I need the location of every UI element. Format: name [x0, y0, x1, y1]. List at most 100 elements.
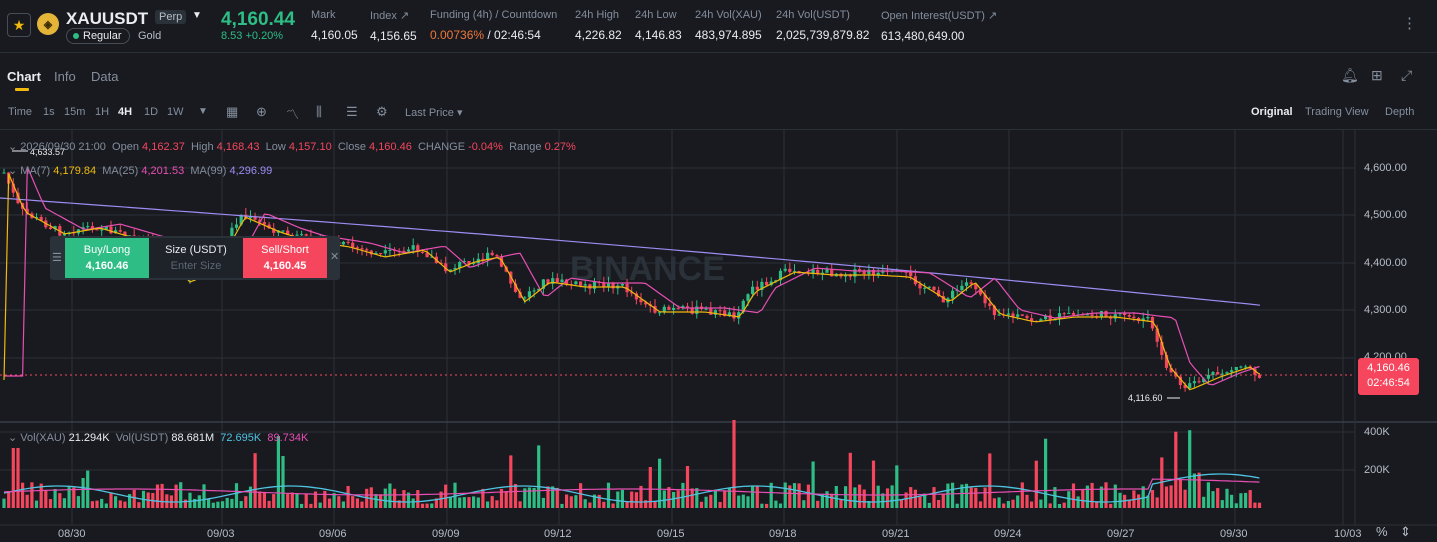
- collapse-chevron-icon[interactable]: ⌄: [8, 432, 18, 444]
- candle-body: [239, 214, 243, 225]
- volume-bar: [937, 500, 941, 508]
- view-trading-view[interactable]: Trading View: [1305, 106, 1369, 118]
- candle-body: [574, 281, 578, 285]
- candle-body: [560, 279, 564, 283]
- candle-body: [1044, 315, 1048, 320]
- volume-bar: [620, 489, 624, 508]
- add-indicator-icon[interactable]: ⊕: [256, 104, 267, 119]
- interval-4h[interactable]: 4H: [118, 106, 133, 118]
- bell-icon[interactable]: 🔔︎: [1341, 67, 1359, 83]
- volume-bar: [472, 496, 476, 508]
- percent-scale-icon[interactable]: %: [1376, 524, 1388, 539]
- volume-bar: [672, 492, 676, 508]
- kline-chart[interactable]: BINANCE: [0, 130, 1437, 542]
- volume-bar: [81, 478, 85, 508]
- volume-bar: [444, 484, 448, 508]
- volume-bar: [30, 482, 34, 508]
- settings-gear-icon[interactable]: ⚙: [376, 104, 388, 119]
- interval-1h[interactable]: 1H: [95, 106, 110, 118]
- high-price-annotation: 4,633.57: [30, 147, 66, 157]
- stat-24h-vol-usdt: 24h Vol(USDT) 2,025,739,879.82: [776, 9, 869, 42]
- candle-body: [281, 230, 285, 232]
- interval-1d[interactable]: 1D: [144, 106, 159, 118]
- grid-layout-icon[interactable]: ⊞: [1371, 67, 1383, 83]
- candle-body: [1230, 370, 1234, 373]
- sell-short-button[interactable]: Sell/Short 4,160.45: [243, 238, 327, 278]
- price-type-select[interactable]: Last Price ▾: [405, 107, 463, 119]
- chart-grid: [0, 130, 1355, 525]
- drag-handle-icon[interactable]: ☰: [52, 252, 62, 264]
- volume-bar: [597, 494, 601, 508]
- candle-body: [927, 286, 931, 288]
- volume-bar: [1113, 484, 1117, 508]
- candle-body: [1016, 314, 1020, 317]
- date-axis-label: 09/03: [207, 528, 235, 540]
- size-input[interactable]: Size (USDT) Enter Size: [149, 238, 243, 278]
- volume-bar: [72, 487, 76, 508]
- interval-1s[interactable]: 1s: [43, 106, 55, 118]
- volume-bar: [1020, 482, 1024, 508]
- close-icon[interactable]: ✕: [330, 251, 340, 263]
- indicators-icon[interactable]: 〽: [286, 107, 300, 122]
- calendar-icon[interactable]: ▦: [226, 104, 239, 119]
- volume-bar: [211, 502, 215, 508]
- tab-data[interactable]: Data: [91, 69, 119, 84]
- candle-type-icon[interactable]: ⫼: [316, 104, 322, 119]
- more-intervals-icon[interactable]: ▼: [198, 106, 208, 117]
- stat-value: 613,480,649.00: [881, 29, 965, 43]
- volume-bar: [592, 494, 597, 508]
- volume-bar: [751, 486, 755, 508]
- auto-scale-icon[interactable]: ⇕: [1400, 524, 1411, 539]
- volume-bar: [490, 496, 494, 508]
- candle-body: [918, 284, 922, 289]
- candle-body: [234, 224, 239, 228]
- interval-15m[interactable]: 15m: [64, 106, 86, 118]
- volume-bar: [1192, 473, 1196, 508]
- stat-index[interactable]: Index ↗ 4,156.65: [370, 9, 417, 43]
- date-axis-label: 09/24: [994, 528, 1022, 540]
- candle-body: [374, 253, 378, 255]
- volume-bar: [197, 495, 201, 508]
- volume-bar: [1081, 489, 1085, 508]
- volume-bar: [1169, 485, 1173, 508]
- chart-settings-icon[interactable]: ☰: [346, 104, 358, 119]
- collapse-chevron-icon[interactable]: ⌄: [8, 141, 18, 153]
- candle-body: [765, 281, 769, 286]
- volume-bar: [946, 483, 950, 508]
- buy-long-button[interactable]: Buy/Long 4,160.46: [65, 238, 149, 278]
- candle-body: [1057, 313, 1062, 320]
- price-axis-label: 4,400.00: [1364, 257, 1407, 269]
- volume-bar: [565, 494, 569, 508]
- candle-body: [1090, 314, 1094, 316]
- low-value: 4,157.10: [288, 141, 332, 153]
- sell-price: 4,160.45: [263, 260, 307, 272]
- view-original[interactable]: Original: [1251, 106, 1293, 118]
- tab-info[interactable]: Info: [54, 69, 76, 84]
- candle-body: [551, 278, 555, 284]
- stat-label: Funding (4h) / Countdown: [430, 9, 558, 21]
- tab-chart[interactable]: Chart: [7, 69, 41, 84]
- volume-bar: [188, 492, 192, 508]
- symbol-name[interactable]: XAUUSDT: [66, 9, 149, 28]
- volume-bar: [2, 498, 6, 508]
- candle-body: [16, 192, 20, 204]
- favorite-star-icon[interactable]: ★: [7, 13, 31, 37]
- interval-1w[interactable]: 1W: [167, 106, 184, 118]
- collapse-chevron-icon[interactable]: ⌄: [8, 165, 18, 177]
- volume-bar: [830, 493, 834, 508]
- candle-body: [495, 255, 499, 257]
- volume-bar: [1174, 431, 1178, 508]
- candle-body: [467, 261, 471, 264]
- gold-coin-icon: ◈: [37, 13, 59, 35]
- volume-bar: [927, 502, 931, 508]
- volume-bar: [695, 488, 699, 508]
- view-depth[interactable]: Depth: [1385, 106, 1415, 118]
- volume-bar: [783, 482, 787, 508]
- volume-bar: [718, 502, 722, 508]
- fullscreen-icon[interactable]: ⤢: [1401, 67, 1413, 83]
- interval-time[interactable]: Time: [8, 106, 33, 118]
- symbol-dropdown-icon[interactable]: ▼: [192, 10, 202, 21]
- stat-open-interest[interactable]: Open Interest(USDT) ↗ 613,480,649.00: [881, 9, 997, 43]
- volume-bar: [820, 493, 824, 508]
- more-options-icon[interactable]: ⋮: [1402, 15, 1417, 32]
